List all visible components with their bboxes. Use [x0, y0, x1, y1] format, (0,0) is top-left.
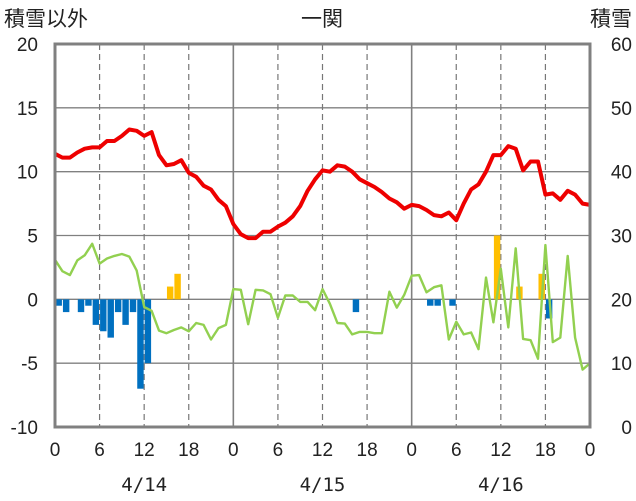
x-axis-tick: 12	[134, 440, 155, 461]
snowfall-bar	[493, 235, 501, 300]
snowfall-bar	[174, 273, 181, 300]
precip-bar	[62, 299, 70, 313]
x-axis-tick: 18	[535, 440, 556, 461]
plot-frame	[53, 42, 592, 429]
right-axis-tick: 20	[611, 290, 632, 311]
left-axis-tick: 15	[17, 99, 38, 120]
precip-bar	[114, 299, 122, 313]
right-axis-tick: 0	[621, 418, 632, 439]
precip-bar	[85, 299, 92, 306]
chart-title: 一関	[301, 8, 343, 31]
precip-bar	[122, 299, 129, 325]
right-axis-tick: 40	[611, 163, 632, 184]
left-axis-tick: 20	[17, 35, 38, 56]
right-axis-tick: 10	[611, 354, 632, 375]
chart-gridlines	[55, 44, 590, 427]
date-label: 4/16	[478, 474, 524, 496]
precip-bar	[427, 299, 434, 306]
left-axis-tick: 0	[27, 290, 38, 311]
date-label: 4/14	[121, 474, 167, 496]
date-label: 4/15	[300, 474, 346, 496]
precip-bar	[434, 299, 441, 306]
x-axis-tick: 0	[228, 440, 239, 461]
precip-bar	[92, 299, 100, 325]
snowfall-bar	[166, 286, 174, 300]
x-axis-tick: 6	[451, 440, 462, 461]
left-axis-tick: -10	[11, 418, 38, 439]
x-axis-tick: 6	[273, 440, 284, 461]
left-axis-tick: -5	[21, 354, 38, 375]
left-axis-tick: 10	[17, 163, 38, 184]
x-axis-tick: 12	[312, 440, 333, 461]
x-axis-tick: 12	[490, 440, 511, 461]
x-axis-tick: 6	[94, 440, 105, 461]
x-axis-tick: 18	[357, 440, 378, 461]
precip-bar	[55, 299, 62, 306]
precip-bar	[77, 299, 85, 313]
left-axis-tick: 5	[27, 227, 38, 248]
left-axis-title: 積雪以外	[4, 8, 88, 31]
right-axis-tick: 60	[611, 35, 632, 56]
x-axis-tick: 18	[178, 440, 199, 461]
x-axis-tick: 0	[585, 440, 596, 461]
precip-bar	[137, 299, 144, 389]
precip-bar	[144, 299, 152, 364]
precip-bar	[129, 299, 137, 313]
x-axis-tick: 0	[406, 440, 417, 461]
precip-bar	[107, 299, 114, 338]
snow-depth-line	[53, 242, 591, 371]
temperature-line	[54, 127, 591, 241]
x-axis-tick: 0	[50, 440, 61, 461]
precip-bar	[449, 299, 456, 306]
precip-bar	[100, 299, 107, 332]
right-axis-tick: 50	[611, 99, 632, 120]
right-axis-tick: 30	[611, 227, 632, 248]
precip-bar	[352, 299, 360, 313]
right-axis-title: 積雪	[590, 8, 632, 31]
